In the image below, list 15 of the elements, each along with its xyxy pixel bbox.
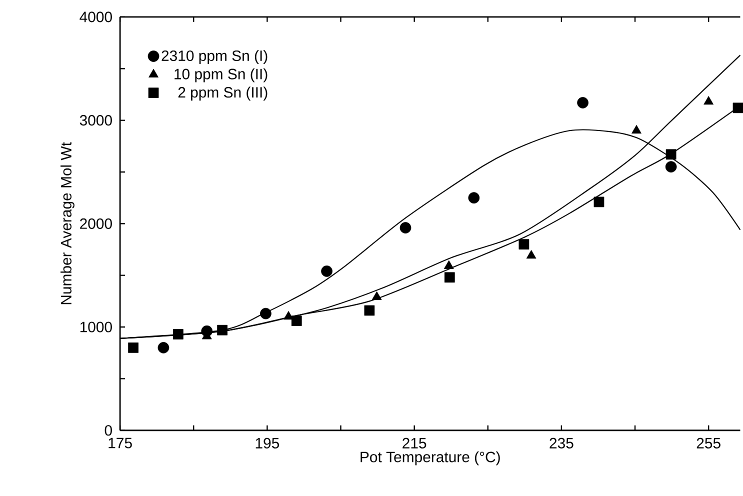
y-tick-label: 1000	[80, 322, 112, 332]
x-tick-label: 235	[550, 438, 574, 448]
y-tick-label: 4000	[80, 12, 112, 22]
x-tick-label: 195	[256, 438, 280, 448]
y-axis-title: Number Average Mol Wt	[60, 142, 74, 304]
legend-label: 10 ppm Sn (II)	[174, 68, 268, 82]
y-tick-label: 3000	[80, 114, 112, 126]
x-tick-label: 215	[402, 438, 426, 448]
legend-label: 2310 ppm Sn (I)	[162, 50, 268, 64]
y-tick-label: 2000	[80, 218, 112, 229]
y-tick-label: 0	[104, 425, 112, 436]
x-tick-label: 255	[696, 438, 720, 448]
legend-label: 2 ppm Sn (III)	[178, 86, 268, 101]
x-axis-title: Pot Temperature (°C)	[360, 451, 500, 466]
x-tick-label: 175	[108, 438, 132, 448]
